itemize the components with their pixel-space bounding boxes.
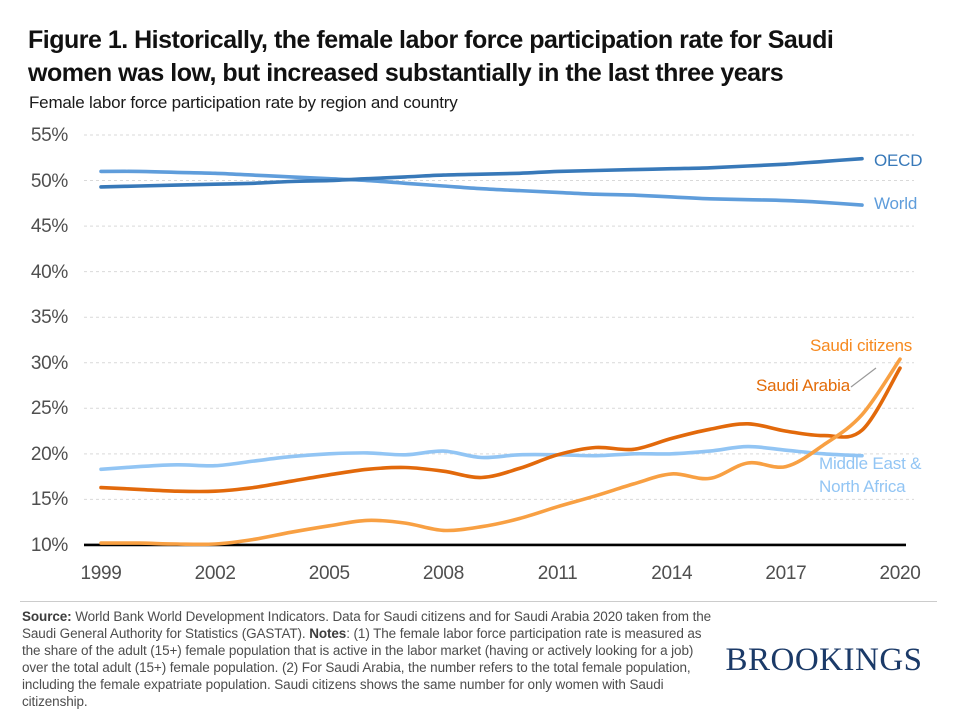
figure-subtitle: Female labor force participation rate by… xyxy=(29,93,458,112)
series-label-saudi-arabia: Saudi Arabia xyxy=(756,376,851,395)
x-tick-2008: 2008 xyxy=(422,563,464,584)
x-tick-2011: 2011 xyxy=(537,563,578,584)
y-tick-45: 45% xyxy=(30,216,68,238)
y-tick-20: 20% xyxy=(30,443,68,465)
y-tick-35: 35% xyxy=(30,307,68,329)
y-tick-25: 25% xyxy=(30,398,68,420)
brookings-logo: BROOKINGS xyxy=(725,642,923,678)
series-label-saudi-citizens: Saudi citizens xyxy=(810,336,913,355)
series-label-middle-east-north-africa: Middle East & North Africa xyxy=(819,454,922,496)
y-tick-15: 15% xyxy=(30,489,68,511)
notes-label: Notes xyxy=(309,625,347,641)
line-saudi-citizens xyxy=(99,357,902,547)
line-chart xyxy=(84,134,914,547)
y-tick-30: 30% xyxy=(30,352,68,374)
y-tick-10: 10% xyxy=(30,534,68,556)
x-tick-2005: 2005 xyxy=(308,563,350,584)
series-label-oecd: OECD xyxy=(874,151,923,170)
x-tick-2020: 2020 xyxy=(879,563,921,584)
saudi-arabia-label-leader-line xyxy=(850,367,877,388)
figure-title-line2: women was low, but increased substantial… xyxy=(28,59,784,87)
y-tick-40: 40% xyxy=(30,261,68,283)
figure-title: Figure 1. Historically, the female labor… xyxy=(28,24,944,90)
line-oecd xyxy=(99,156,864,189)
x-tick-2014: 2014 xyxy=(651,563,693,584)
source-label: Source: xyxy=(22,609,72,624)
series-label-world: World xyxy=(874,194,918,213)
y-tick-55: 55% xyxy=(30,125,68,146)
line-saudi-arabia xyxy=(99,366,902,494)
source-note: Source: World Bank World Development Ind… xyxy=(22,609,720,710)
x-tick-2017: 2017 xyxy=(765,563,807,584)
footer-divider xyxy=(20,601,937,602)
x-tick-2002: 2002 xyxy=(194,563,236,584)
line-world xyxy=(99,169,864,207)
source-text: World Bank World Development Indicators.… xyxy=(22,609,712,641)
line-middle-east-north-africa xyxy=(99,444,864,472)
notes-text: : (1) The female labor force participati… xyxy=(22,625,702,709)
y-tick-50: 50% xyxy=(30,170,68,192)
x-tick-1999: 1999 xyxy=(80,563,122,584)
figure-title-line1: Figure 1. Historically, the female labor… xyxy=(28,26,834,54)
